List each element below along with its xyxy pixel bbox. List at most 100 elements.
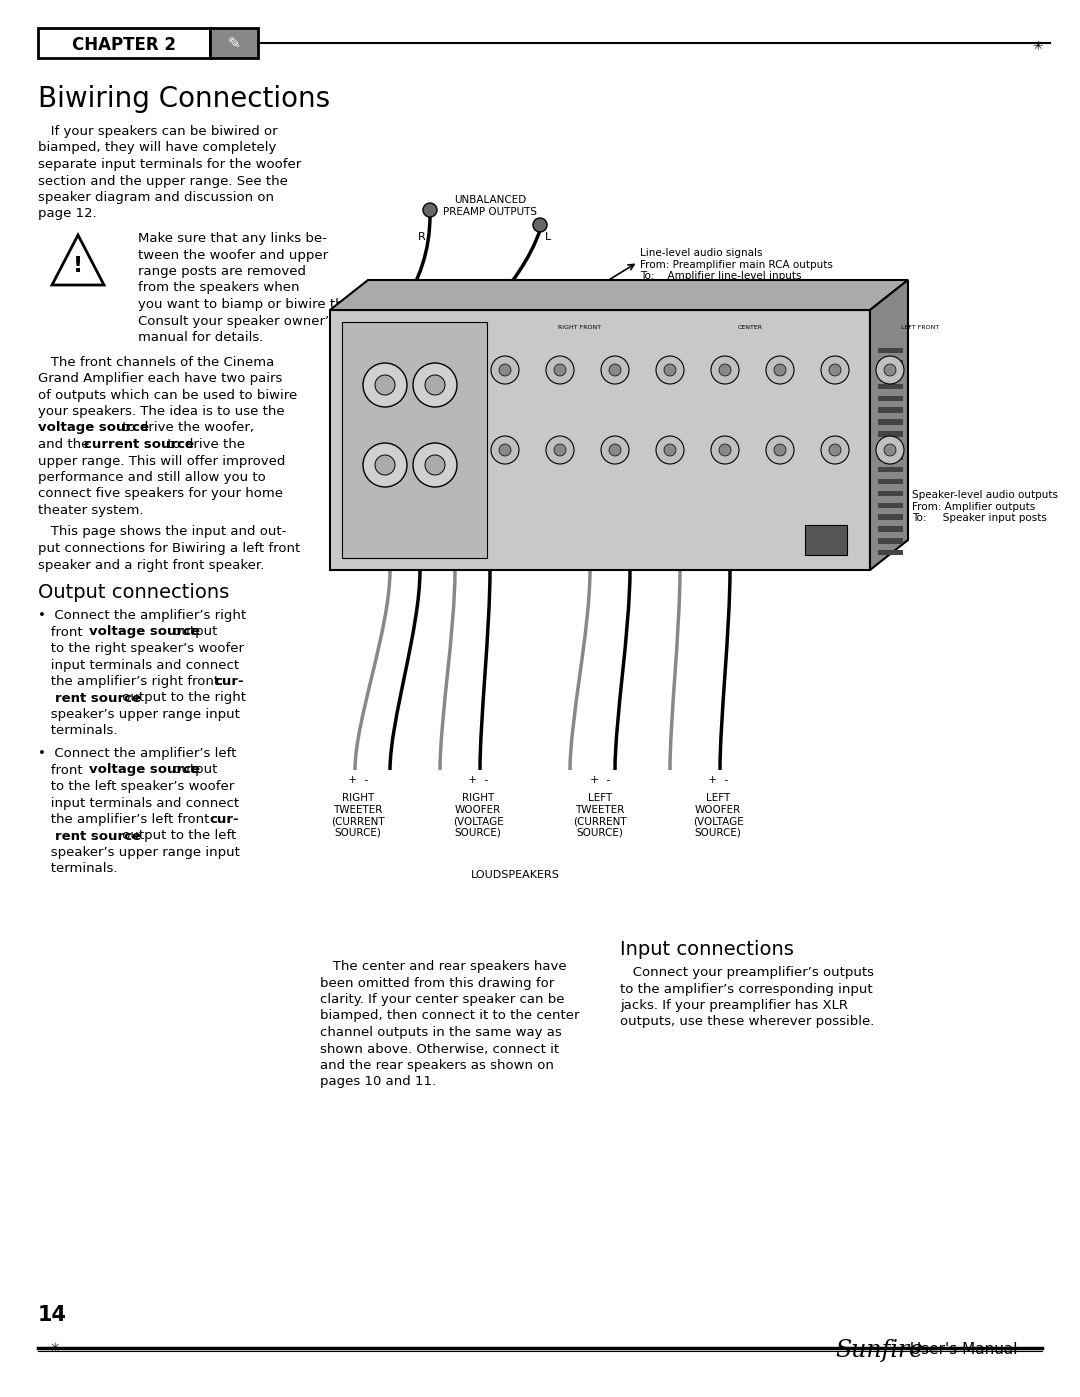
Text: terminals.: terminals. [38, 862, 118, 876]
Text: ✎: ✎ [228, 36, 241, 52]
Text: jacks. If your preamplifier has XLR: jacks. If your preamplifier has XLR [620, 999, 848, 1011]
Circle shape [829, 365, 841, 376]
Bar [878, 443, 903, 448]
Text: to the left speaker’s woofer: to the left speaker’s woofer [38, 780, 234, 793]
Text: CHAPTER 2: CHAPTER 2 [72, 36, 176, 54]
Text: Connect your preamplifier’s outputs: Connect your preamplifier’s outputs [620, 965, 874, 979]
Bar [878, 408, 903, 412]
Bar [878, 527, 903, 532]
Bar [878, 479, 903, 485]
Text: RIGHT
WOOFER
(VOLTAGE
SOURCE): RIGHT WOOFER (VOLTAGE SOURCE) [453, 793, 503, 838]
Text: speaker’s upper range input: speaker’s upper range input [38, 708, 240, 721]
Circle shape [375, 455, 395, 475]
Text: biamped, then connect it to the center: biamped, then connect it to the center [320, 1010, 580, 1023]
Text: terminals.: terminals. [38, 725, 118, 738]
Circle shape [766, 356, 794, 384]
Text: L: L [545, 232, 551, 242]
Text: input terminals and connect: input terminals and connect [38, 796, 239, 809]
Text: LEFT
TWEETER
(CURRENT
SOURCE): LEFT TWEETER (CURRENT SOURCE) [573, 793, 626, 838]
Text: ✳: ✳ [50, 1343, 60, 1355]
Circle shape [766, 436, 794, 464]
Circle shape [885, 444, 896, 455]
Text: LEFT FRONT: LEFT FRONT [901, 326, 940, 330]
Circle shape [413, 363, 457, 407]
Text: and the: and the [38, 439, 94, 451]
Circle shape [423, 203, 437, 217]
Text: RIGHT
TWEETER
(CURRENT
SOURCE): RIGHT TWEETER (CURRENT SOURCE) [332, 793, 384, 838]
Text: !: ! [73, 256, 83, 277]
Circle shape [774, 365, 786, 376]
Circle shape [426, 374, 445, 395]
Text: front: front [38, 764, 86, 777]
Text: User's Manual: User's Manual [905, 1343, 1017, 1358]
Text: cur-: cur- [215, 675, 244, 687]
Text: speaker’s upper range input: speaker’s upper range input [38, 847, 240, 859]
Text: +  -: + - [707, 775, 728, 785]
Text: speaker and a right front speaker.: speaker and a right front speaker. [38, 559, 265, 571]
Text: theater system.: theater system. [38, 504, 144, 517]
Bar [878, 490, 903, 496]
Text: cur-: cur- [210, 813, 239, 826]
Text: Output connections: Output connections [38, 583, 229, 602]
Text: voltage source: voltage source [90, 764, 200, 777]
Circle shape [609, 365, 621, 376]
Text: The center and rear speakers have: The center and rear speakers have [320, 960, 567, 972]
Text: to the amplifier’s corresponding input: to the amplifier’s corresponding input [620, 982, 873, 996]
Text: ✳: ✳ [1032, 41, 1043, 53]
Circle shape [821, 356, 849, 384]
Text: to the right speaker’s woofer: to the right speaker’s woofer [38, 643, 244, 655]
Polygon shape [870, 279, 908, 570]
Circle shape [546, 436, 573, 464]
Circle shape [821, 436, 849, 464]
Text: output to the left: output to the left [118, 830, 237, 842]
Circle shape [711, 356, 739, 384]
Circle shape [719, 365, 731, 376]
Text: front: front [38, 626, 86, 638]
Circle shape [499, 444, 511, 455]
Text: you want to biamp or biwire them.: you want to biamp or biwire them. [138, 298, 369, 312]
Text: upper range. This will offer improved: upper range. This will offer improved [38, 454, 285, 468]
Text: page 12.: page 12. [38, 208, 97, 221]
Text: LOUDSPEAKERS: LOUDSPEAKERS [471, 870, 559, 880]
Circle shape [876, 356, 904, 384]
Text: rent source: rent source [55, 692, 141, 704]
Text: Sunfire: Sunfire [835, 1338, 923, 1362]
Text: Grand Amplifier each have two pairs: Grand Amplifier each have two pairs [38, 372, 282, 386]
Text: RIGHT FRONT: RIGHT FRONT [558, 326, 602, 330]
Circle shape [375, 374, 395, 395]
Bar [878, 455, 903, 461]
Text: the amplifier’s left front: the amplifier’s left front [38, 813, 214, 826]
Bar [805, 525, 847, 555]
Text: channel outputs in the same way as: channel outputs in the same way as [320, 1025, 562, 1039]
Bar [878, 395, 903, 401]
Circle shape [363, 363, 407, 407]
Circle shape [664, 444, 676, 455]
Text: LEFT
WOOFER
(VOLTAGE
SOURCE): LEFT WOOFER (VOLTAGE SOURCE) [692, 793, 743, 838]
Text: •  Connect the amplifier’s right: • Connect the amplifier’s right [38, 609, 246, 622]
Text: pages 10 and 11.: pages 10 and 11. [320, 1076, 436, 1088]
Text: +  -: + - [590, 775, 610, 785]
Text: outputs, use these wherever possible.: outputs, use these wherever possible. [620, 1016, 875, 1028]
Circle shape [656, 436, 684, 464]
Bar [878, 360, 903, 365]
Circle shape [363, 443, 407, 488]
Text: separate input terminals for the woofer: separate input terminals for the woofer [38, 158, 301, 170]
Text: Speaker-level audio outputs
From: Amplifier outputs
To:     Speaker input posts: Speaker-level audio outputs From: Amplif… [912, 490, 1058, 524]
Text: output: output [170, 626, 217, 638]
Text: performance and still allow you to: performance and still allow you to [38, 471, 266, 483]
Text: Consult your speaker owner’s: Consult your speaker owner’s [138, 314, 336, 327]
Text: connect five speakers for your home: connect five speakers for your home [38, 488, 283, 500]
Bar [878, 467, 903, 472]
Circle shape [534, 218, 546, 232]
Text: The front channels of the Cinema: The front channels of the Cinema [38, 355, 274, 369]
Text: rent source: rent source [55, 830, 141, 842]
Circle shape [711, 436, 739, 464]
Text: If your speakers can be biwired or: If your speakers can be biwired or [38, 124, 278, 138]
Text: to drive the woofer,: to drive the woofer, [118, 422, 254, 434]
Circle shape [829, 444, 841, 455]
Circle shape [491, 436, 519, 464]
Text: of outputs which can be used to biwire: of outputs which can be used to biwire [38, 388, 297, 401]
Text: voltage source: voltage source [90, 626, 200, 638]
Bar [878, 503, 903, 509]
Text: put connections for Biwiring a left front: put connections for Biwiring a left fron… [38, 542, 300, 555]
